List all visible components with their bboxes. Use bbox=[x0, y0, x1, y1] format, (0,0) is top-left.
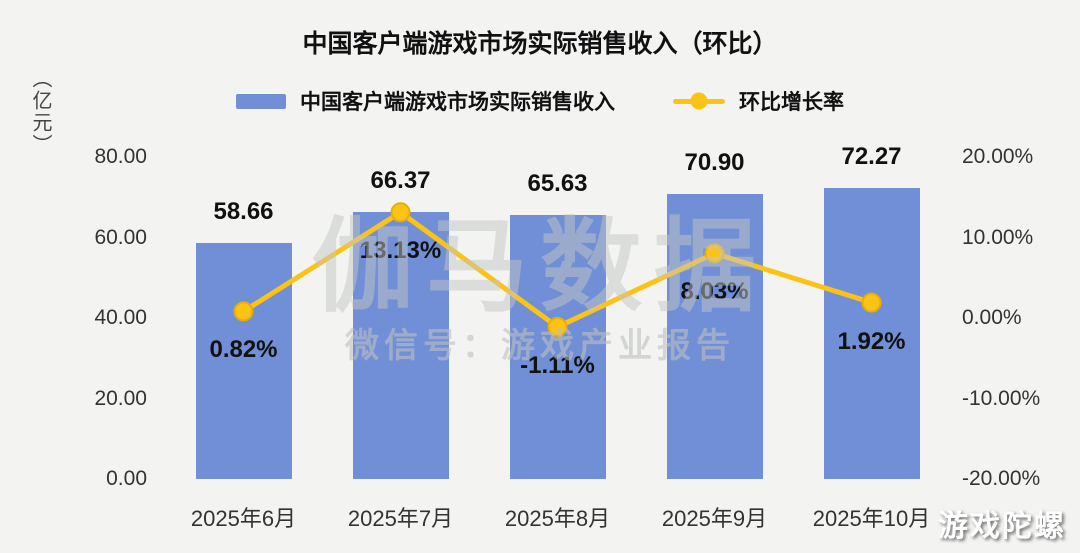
y-axis-label-right: -20.00% bbox=[962, 467, 1041, 490]
x-axis-label: 2025年7月 bbox=[347, 506, 454, 531]
legend-line-dot bbox=[690, 92, 708, 110]
y-axis-label-right: 0.00% bbox=[962, 306, 1022, 329]
y-axis-label-left: 60.00 bbox=[94, 225, 147, 249]
legend: 中国客户端游戏市场实际销售收入 环比增长率 bbox=[0, 86, 1080, 116]
x-axis-label: 2025年9月 bbox=[661, 506, 768, 531]
bar-value-label: 70.90 bbox=[684, 148, 745, 176]
legend-item-revenue: 中国客户端游戏市场实际销售收入 bbox=[236, 86, 615, 116]
legend-item-growth: 环比增长率 bbox=[673, 86, 844, 116]
x-axis-label: 2025年6月 bbox=[190, 506, 297, 531]
bar-value-label: 72.27 bbox=[841, 143, 902, 171]
bar bbox=[509, 214, 606, 479]
line-value-label: 13.13% bbox=[359, 237, 442, 265]
legend-line-swatch bbox=[673, 92, 725, 110]
legend-label-growth: 环比增长率 bbox=[739, 91, 844, 114]
line-value-label: 0.82% bbox=[209, 336, 278, 364]
chart-title: 中国客户端游戏市场实际销售收入（环比） bbox=[302, 30, 778, 58]
y-axis-label-left: 20.00 bbox=[94, 386, 147, 410]
line-value-label: 1.92% bbox=[837, 327, 906, 355]
line-value-label: 8.03% bbox=[680, 278, 749, 306]
legend-bar-swatch bbox=[236, 93, 286, 109]
y-axis-label-left: 40.00 bbox=[94, 306, 147, 329]
bar bbox=[666, 193, 763, 479]
y-axis-label-right: 20.00% bbox=[962, 145, 1034, 168]
y-axis-label-left: 80.00 bbox=[94, 145, 147, 168]
y-axis-unit-label: （亿元） bbox=[29, 68, 51, 156]
bar-value-label: 65.63 bbox=[527, 169, 588, 197]
watermark-corner-logo: 游戏陀螺 bbox=[938, 510, 1066, 543]
y-axis-label-right: -10.00% bbox=[962, 386, 1041, 410]
legend-label-revenue: 中国客户端游戏市场实际销售收入 bbox=[300, 91, 615, 114]
x-axis-label: 2025年8月 bbox=[504, 506, 611, 531]
y-axis-label-right: 10.00% bbox=[962, 225, 1034, 249]
bar-value-label: 66.37 bbox=[370, 166, 431, 194]
bar-value-label: 58.66 bbox=[213, 197, 274, 225]
x-axis-label: 2025年10月 bbox=[812, 506, 931, 531]
line-value-label: -1.11% bbox=[520, 351, 595, 379]
y-axis-label-left: 0.00 bbox=[106, 467, 147, 490]
